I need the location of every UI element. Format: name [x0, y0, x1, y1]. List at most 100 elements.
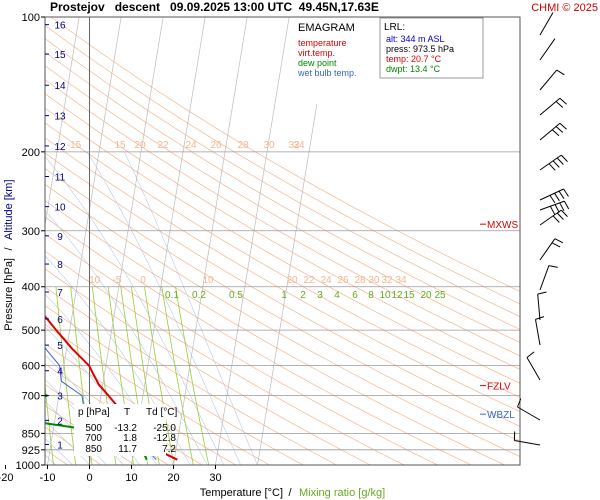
level-table-cell: -25.0	[153, 423, 176, 434]
altitude-tick-label: 11	[55, 172, 66, 183]
dry-adiabat-line	[45, 51, 520, 330]
wind-barb-flag	[552, 160, 560, 168]
legend-item-temperature: temperature	[298, 38, 347, 48]
mixing-ratio-label: 6	[352, 290, 358, 301]
wind-barb-flag	[549, 195, 556, 204]
altitude-tick-label: 2	[57, 416, 63, 427]
dry-adiabat-label: 30	[368, 275, 380, 286]
wind-barb-flag	[556, 69, 565, 76]
wind-barb-shaft	[539, 209, 562, 226]
dry-adiabat-label: 28	[354, 275, 366, 286]
legend-item-wet-bulb: wet bulb temp.	[297, 68, 357, 78]
altitude-tick-label: 1	[57, 441, 63, 452]
mixing-ratio-label: 0.1	[165, 290, 179, 301]
altitude-tick-label: 7	[57, 288, 63, 299]
wind-barb-flag	[554, 238, 564, 244]
wind-barb-flag	[555, 101, 564, 108]
wind-barb-flag	[548, 265, 558, 268]
dry-adiabat-label: 30	[263, 140, 275, 151]
wind-barb-shaft	[539, 38, 556, 61]
axes: 1002003004005006007008509251000123456789…	[0, 12, 222, 484]
pressure-tick-label: 600	[22, 361, 40, 373]
wind-barb-shaft	[539, 265, 550, 291]
level-table-cell: 1.8	[123, 433, 137, 444]
mixing-ratio-label: 15	[403, 290, 415, 301]
lrl-dewpoint: dwpt: 13.4 °C	[386, 64, 441, 74]
pressure-tick-label: 500	[22, 325, 40, 337]
level-table-cell: -12.8	[153, 433, 176, 444]
level-table-header-t: T	[124, 407, 130, 418]
lrl-heading: LRL:	[384, 22, 405, 33]
dry-adiabat-label: -10	[86, 275, 101, 286]
x-axis-title-separator: /	[288, 487, 292, 499]
level-marker-label: MXWS	[487, 220, 518, 231]
pressure-tick-label: 100	[22, 12, 40, 24]
y-axis-label-pressure: Pressure [hPa]	[3, 258, 15, 331]
chart-title: Prostejov descent 09.09.2025 13:00 UTC 4…	[50, 0, 379, 14]
level-table-cell: 850	[85, 444, 102, 455]
isotherm-line	[215, 17, 290, 465]
wind-barb-flag	[560, 154, 568, 162]
mixing-ratio-label: 2	[300, 290, 306, 301]
level-table-header-td: Td [°C]	[146, 407, 177, 418]
mixing-ratio-label: 1	[281, 290, 287, 301]
wind-barb-flag	[554, 192, 560, 202]
dry-adiabat-label: 15	[114, 140, 126, 151]
wind-barb-flag	[559, 122, 567, 130]
level-table-header-p: p [hPa]	[78, 407, 110, 418]
wind-barb-flag	[551, 129, 560, 137]
wind-barb-flag	[559, 97, 567, 105]
altitude-tick-label: 5	[57, 341, 63, 352]
dry-adiabat-line	[50, 17, 520, 292]
altitude-tick-label: 3	[57, 392, 63, 403]
y-axis-label-altitude: Altitude [km]	[3, 179, 15, 240]
lrl-pressure: press: 973.5 hPa	[386, 44, 454, 54]
wind-barb-flag	[549, 205, 556, 215]
lrl-temperature: temp: 20.7 °C	[386, 54, 442, 64]
pressure-tick-label: 925	[22, 445, 40, 457]
dry-adiabat-label: 10	[202, 275, 214, 286]
mixing-ratio-label: 3	[317, 290, 323, 301]
dry-adiabat-line	[45, 107, 520, 384]
dry-adiabat-line	[45, 122, 520, 398]
wind-barb-flag	[558, 190, 565, 199]
wind-barb-flag	[559, 202, 565, 212]
isotherm-line	[173, 17, 248, 465]
legend-item-virt-temp: virt.temp.	[298, 48, 335, 58]
pressure-tick-label: 850	[22, 428, 40, 440]
level-table-cell: 500	[85, 423, 102, 434]
temperature-tick-label: -10	[40, 472, 56, 484]
mixing-ratio-label: 0.5	[229, 290, 243, 301]
altitude-tick-label: 12	[54, 142, 66, 153]
legend-background	[293, 18, 375, 104]
wind-barb-shaft	[537, 294, 541, 321]
wind-barb-shaft	[535, 319, 541, 346]
temperature-tick-label: 10	[125, 472, 137, 484]
dry-adiabat-line	[45, 38, 520, 317]
level-marker-label: WBZL	[487, 410, 515, 421]
dry-adiabat-label: -15	[67, 140, 82, 151]
mixing-ratio-label: 12	[391, 290, 403, 301]
isotherm-line	[47, 17, 122, 465]
x-axis-label-temperature: Temperature [°C]	[200, 487, 283, 499]
isotherm-line	[89, 17, 164, 465]
pressure-tick-label: 300	[22, 226, 40, 238]
dry-adiabat-label: -5	[113, 275, 122, 286]
legend-heading: EMAGRAM	[298, 22, 355, 34]
wind-barb-flag	[560, 209, 568, 217]
background-grid	[45, 17, 520, 465]
wind-barb-shaft	[539, 12, 554, 36]
wind-barb-shaft	[517, 406, 541, 421]
isotherm-line	[45, 17, 80, 227]
dry-adiabat-label: 26	[337, 275, 349, 286]
dry-adiabat-label: 20	[286, 275, 298, 286]
dry-adiabat-label: 24	[320, 275, 332, 286]
wind-barb-shaft	[539, 200, 565, 211]
temperature-tick-label: -20	[0, 472, 13, 484]
x-axis-label-mixing-ratio: Mixing ratio [g/kg]	[299, 487, 385, 499]
copyright: CHMI © 2025	[531, 2, 598, 14]
dry-adiabat-label: 0	[140, 275, 146, 286]
dry-adiabat-line	[45, 137, 520, 413]
mixing-ratio-label: 0.2	[192, 290, 206, 301]
